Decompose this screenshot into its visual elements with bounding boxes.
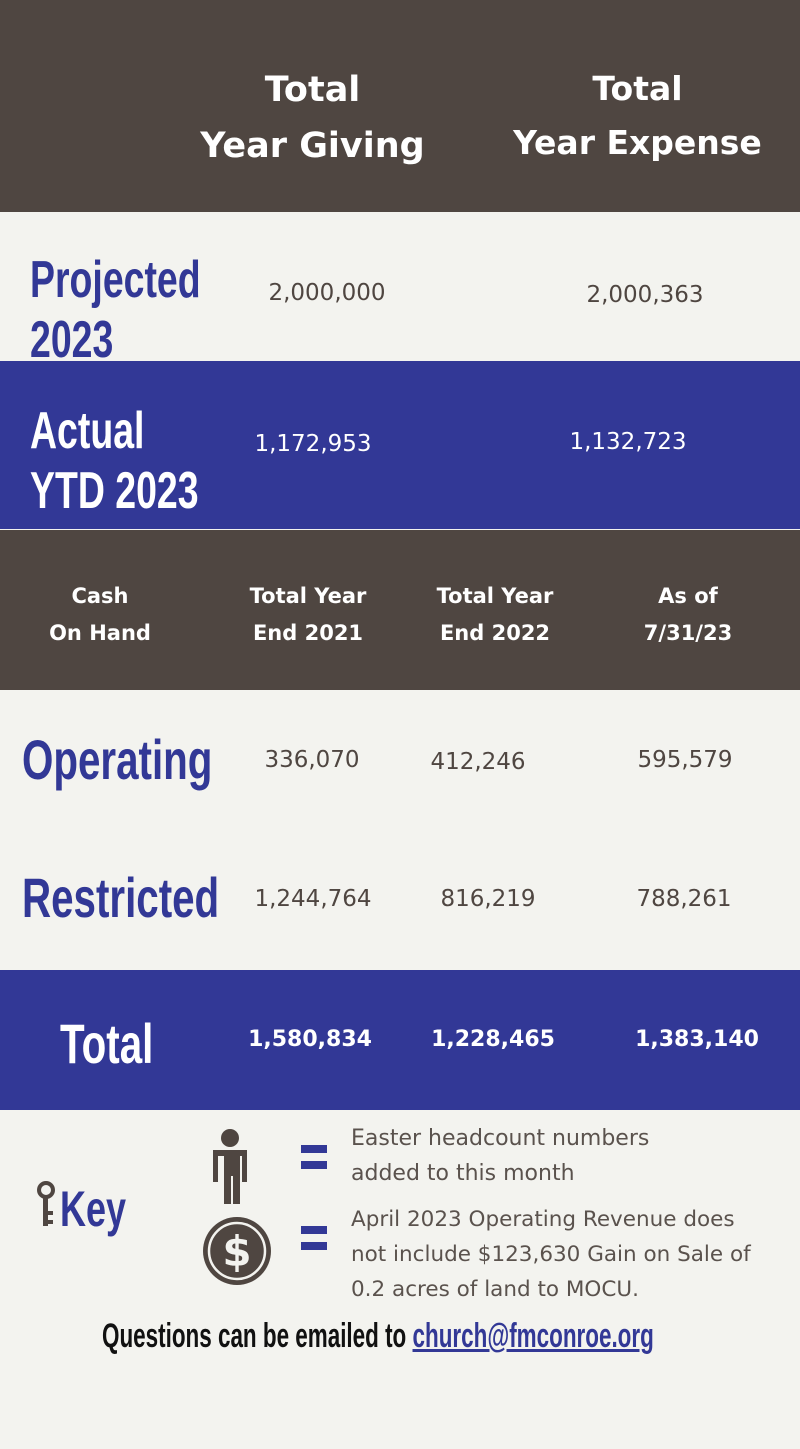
header-line: Year Giving (200, 126, 425, 166)
header-line: Total Year (436, 584, 554, 608)
restricted-2022: 816,219 (440, 886, 536, 912)
header-line: 7/31/23 (643, 621, 733, 645)
key-line: 0.2 acres of land to MOCU. (351, 1277, 639, 1302)
row-label-projected: Projected 2023 (30, 250, 267, 370)
operating-2022: 412,246 (430, 749, 526, 775)
operating-asof: 595,579 (637, 747, 733, 773)
actual-expense: 1,132,723 (569, 429, 687, 455)
header-line: End 2021 (252, 621, 364, 645)
header-line: As of (658, 584, 718, 608)
label-line: Projected (30, 251, 201, 309)
header-end-2022: Total Year End 2022 (405, 578, 585, 652)
label-text: Operating (22, 728, 213, 791)
row-label-total: Total (60, 1012, 190, 1077)
header-line: Total Year (249, 584, 367, 608)
cash-header-band: Cash On Hand Total Year End 2021 Total Yea… (0, 530, 800, 690)
label-text: Total (60, 1012, 154, 1075)
label-line: 2023 (30, 311, 114, 369)
header-total-year-giving: Total Year Giving (195, 62, 430, 174)
total-row-band: Total 1,580,834 1,228,465 1,383,140 (0, 970, 800, 1110)
equals-icon (301, 1145, 327, 1177)
label-text: Restricted (22, 866, 220, 929)
key-line: Easter headcount numbers (351, 1126, 650, 1151)
key-line: April 2023 Operating Revenue does (351, 1207, 735, 1232)
key-title: Key (60, 1180, 152, 1238)
key-line: added to this month (351, 1161, 575, 1186)
operating-2021: 336,070 (264, 747, 360, 773)
header-line: Year Expense (513, 123, 762, 162)
svg-text:$: $ (222, 1227, 251, 1276)
top-header-band: Total Year Giving Total Year Expense (0, 0, 800, 212)
header-as-of: As of 7/31/23 (598, 578, 778, 652)
key-title-text: Key (60, 1181, 127, 1237)
header-line: Total (264, 70, 361, 110)
projected-expense: 2,000,363 (586, 282, 704, 308)
total-asof: 1,383,140 (635, 1027, 759, 1052)
key-item-revenue: April 2023 Operating Revenue does not in… (351, 1202, 751, 1307)
header-line: On Hand (49, 621, 151, 645)
header-line: End 2022 (439, 621, 551, 645)
key-line: not include $123,630 Gain on Sale of (351, 1242, 751, 1267)
row-label-operating: Operating (22, 728, 286, 793)
total-2022: 1,228,465 (431, 1027, 555, 1052)
restricted-2021: 1,244,764 (254, 886, 372, 912)
actual-row-band: Actual YTD 2023 1,172,953 1,132,723 (0, 361, 800, 529)
row-label-actual: Actual YTD 2023 (30, 401, 264, 521)
dollar-coin-icon: $ (203, 1217, 271, 1285)
projected-giving: 2,000,000 (268, 280, 386, 306)
header-line: Cash (71, 584, 129, 608)
footer-text: Questions can be emailed to (102, 1317, 413, 1355)
total-2021: 1,580,834 (248, 1027, 372, 1052)
footer-contact: Questions can be emailed to church@fmcon… (102, 1316, 800, 1356)
email-link[interactable]: church@fmconroe.org (412, 1317, 654, 1355)
equals-icon (301, 1226, 327, 1258)
key-item-headcount: Easter headcount numbers added to this m… (351, 1121, 649, 1191)
row-label-restricted: Restricted (22, 866, 296, 931)
label-line: YTD 2023 (30, 462, 199, 520)
header-cash-on-hand: Cash On Hand (10, 578, 190, 652)
person-icon (213, 1129, 247, 1204)
label-line: Actual (30, 402, 145, 460)
header-line: Total (592, 69, 683, 108)
header-end-2021: Total Year End 2021 (218, 578, 398, 652)
header-total-year-expense: Total Year Expense (510, 62, 765, 170)
key-icon (37, 1181, 55, 1226)
restricted-asof: 788,261 (636, 886, 732, 912)
actual-giving: 1,172,953 (254, 431, 372, 457)
